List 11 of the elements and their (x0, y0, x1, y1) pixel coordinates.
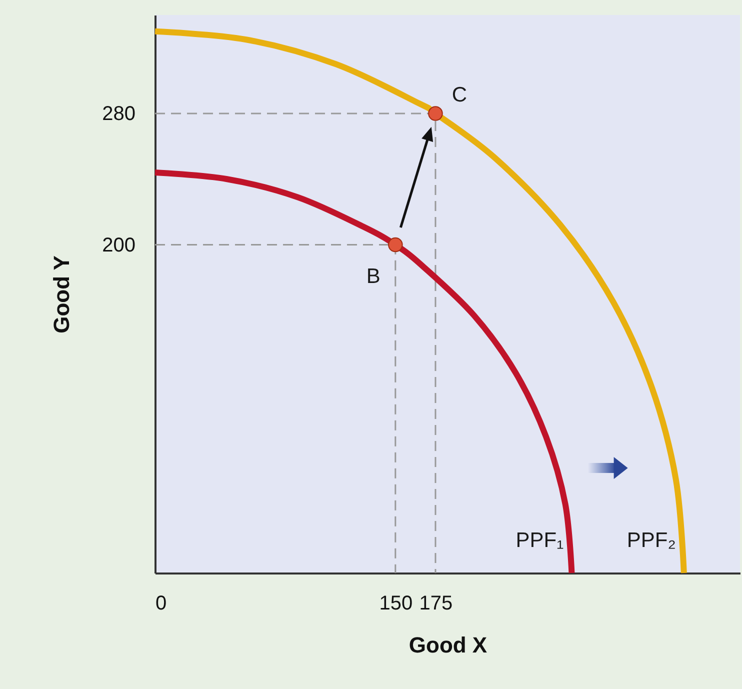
x-tick-label: 175 (419, 592, 453, 614)
y-tick-label: 200 (102, 234, 136, 256)
y-axis-title: Good Y (49, 255, 74, 334)
y-tick-label: 280 (102, 102, 136, 125)
x-axis-title: Good X (408, 632, 488, 658)
annotation: C (452, 83, 468, 106)
x-tick-label: 150 (379, 592, 413, 614)
series-label: PPF₂ (626, 529, 676, 552)
annotation: B (366, 264, 380, 288)
series-label: PPF₁ (516, 529, 564, 552)
x-tick-label: 0 (156, 592, 167, 614)
